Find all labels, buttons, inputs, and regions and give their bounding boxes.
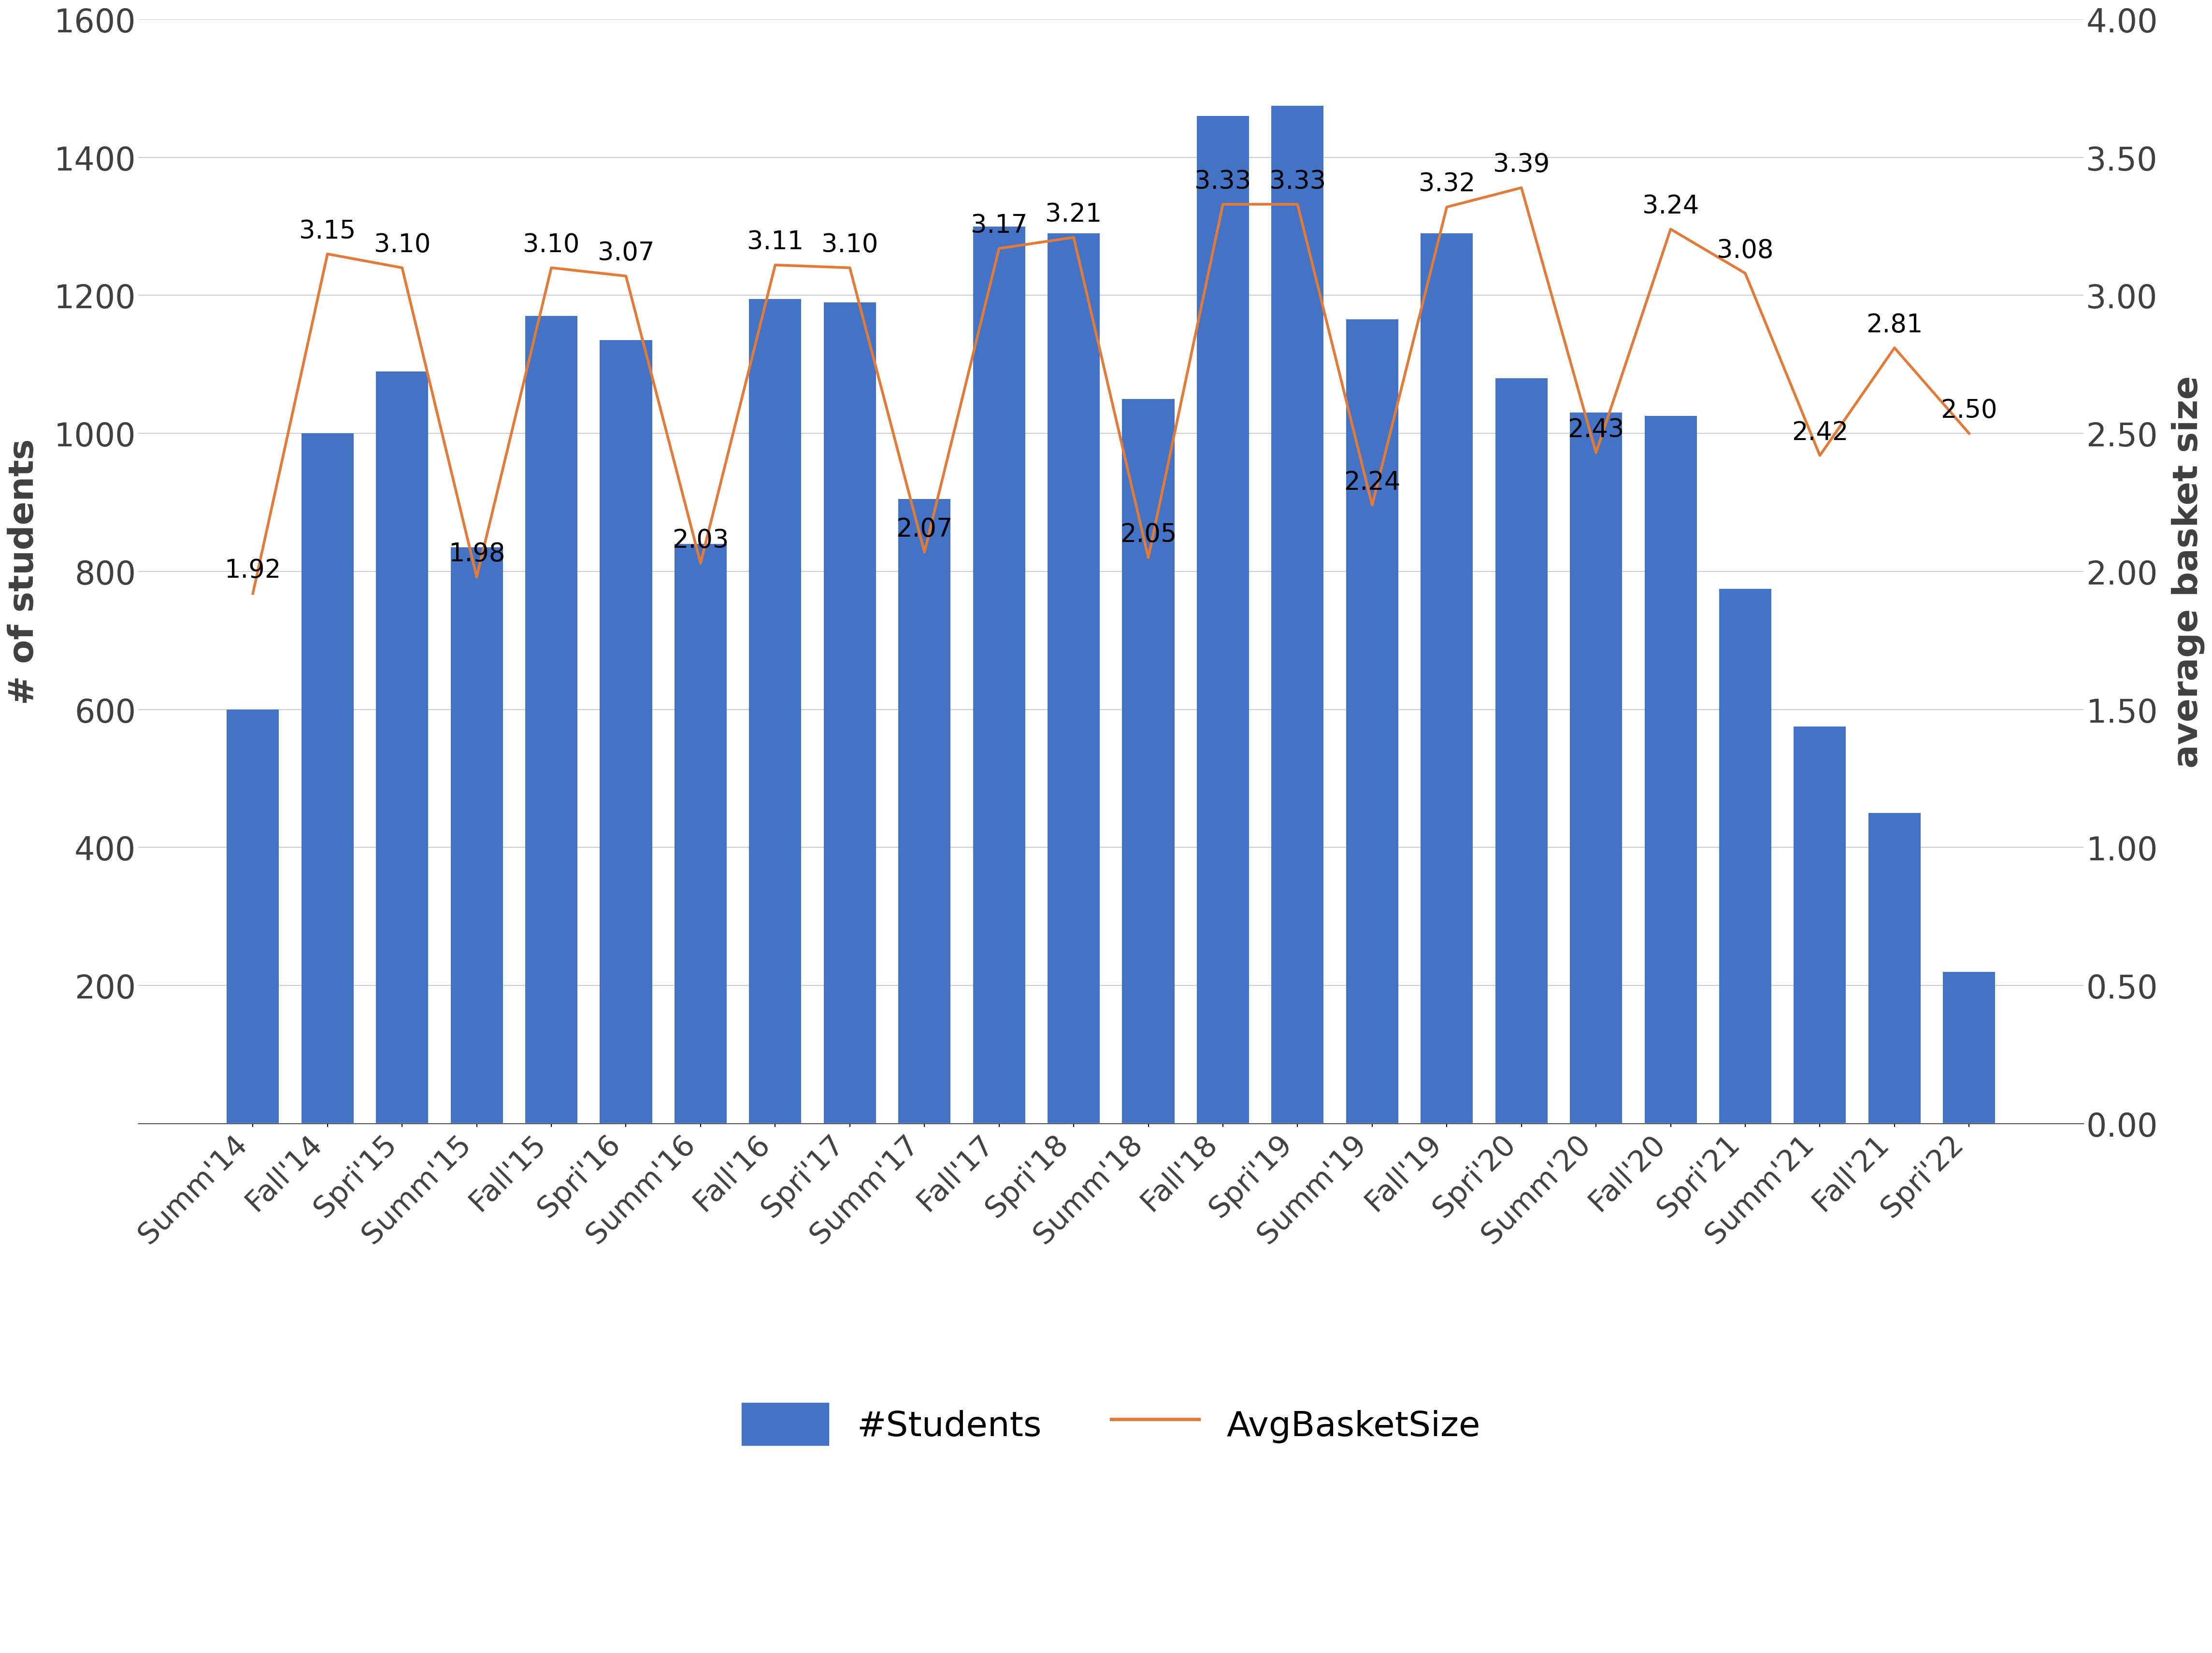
Bar: [1869, 813, 1920, 1124]
Text: 2.42: 2.42: [1792, 420, 1849, 445]
Bar: [1794, 727, 1847, 1124]
Bar: [1121, 400, 1175, 1124]
Text: 3.10: 3.10: [522, 233, 580, 258]
Text: 2.03: 2.03: [672, 527, 730, 552]
Text: 3.17: 3.17: [971, 213, 1026, 238]
Bar: [376, 372, 429, 1124]
Text: 3.08: 3.08: [1717, 238, 1774, 263]
Text: 3.39: 3.39: [1493, 152, 1551, 177]
Bar: [1420, 233, 1473, 1124]
Text: 1.98: 1.98: [449, 542, 504, 567]
Text: 3.11: 3.11: [748, 230, 803, 255]
Bar: [1347, 321, 1398, 1124]
Bar: [1495, 379, 1548, 1124]
Text: 3.07: 3.07: [597, 241, 655, 266]
Text: 2.81: 2.81: [1867, 312, 1922, 337]
Bar: [1571, 413, 1621, 1124]
Bar: [823, 302, 876, 1124]
Bar: [1719, 588, 1772, 1124]
Text: 3.10: 3.10: [821, 233, 878, 258]
Bar: [1048, 233, 1099, 1124]
Bar: [750, 299, 801, 1124]
Text: 1.92: 1.92: [223, 559, 281, 584]
Text: 3.33: 3.33: [1270, 169, 1325, 193]
Bar: [451, 547, 502, 1124]
Text: 2.43: 2.43: [1568, 417, 1624, 443]
Bar: [898, 499, 951, 1124]
Text: 3.21: 3.21: [1046, 202, 1102, 226]
Bar: [1197, 116, 1250, 1124]
Text: 3.15: 3.15: [299, 218, 356, 243]
Text: 2.24: 2.24: [1345, 469, 1400, 494]
Text: 3.24: 3.24: [1641, 193, 1699, 218]
Bar: [1272, 106, 1323, 1124]
Bar: [675, 544, 728, 1124]
Bar: [973, 226, 1024, 1124]
Bar: [1942, 972, 1995, 1124]
Bar: [301, 433, 354, 1124]
Bar: [524, 316, 577, 1124]
Text: 3.33: 3.33: [1194, 169, 1252, 193]
Text: 3.32: 3.32: [1418, 172, 1475, 197]
Text: 2.07: 2.07: [896, 517, 953, 542]
Bar: [228, 709, 279, 1124]
Bar: [1644, 417, 1697, 1124]
Text: 2.05: 2.05: [1119, 522, 1177, 547]
Legend: #Students, AvgBasketSize: #Students, AvgBasketSize: [728, 1389, 1495, 1460]
Text: 3.10: 3.10: [374, 233, 431, 258]
Bar: [599, 341, 653, 1124]
Text: 2.50: 2.50: [1940, 398, 1997, 423]
Y-axis label: # of students: # of students: [7, 438, 40, 704]
Y-axis label: average basket size: average basket size: [2172, 375, 2205, 769]
